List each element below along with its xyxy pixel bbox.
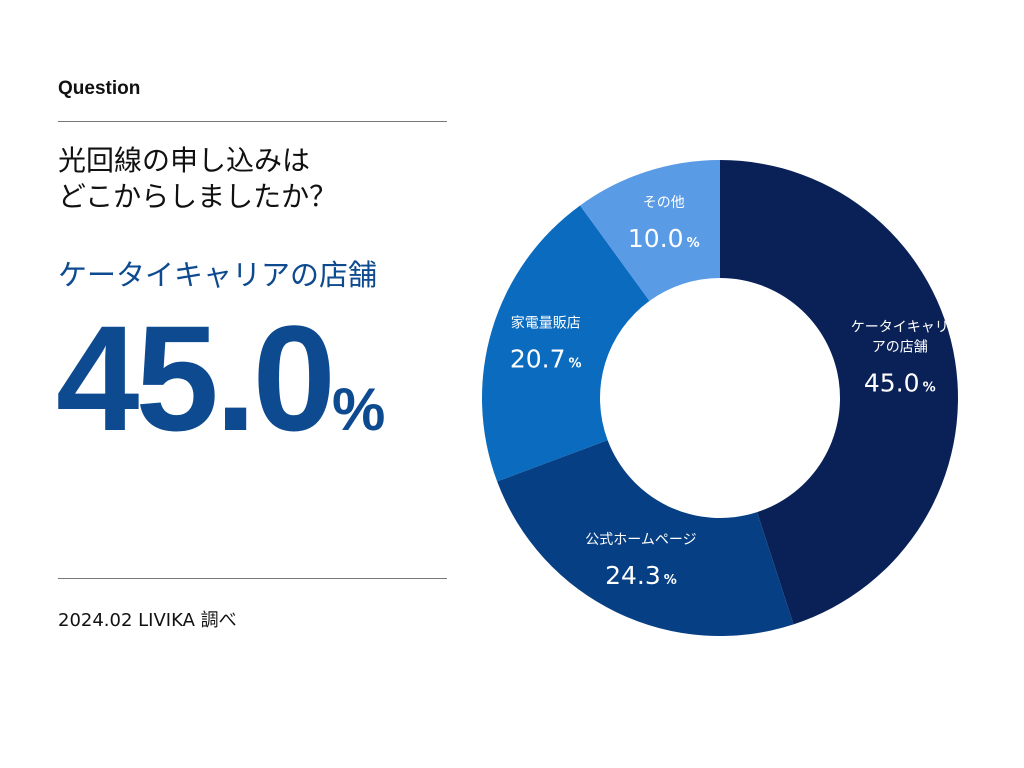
slice-category-label: 公式ホームページ xyxy=(585,532,696,548)
source-note: 2024.02 LIVIKA 調べ xyxy=(58,610,237,631)
big-value: 45.0 xyxy=(56,294,336,462)
slice-category-label: 家電量販店 xyxy=(511,315,581,332)
question-header: Question xyxy=(58,78,141,99)
slice-value-label: 24.3% xyxy=(605,561,677,590)
top-answer: ケータイキャリアの店舗 xyxy=(58,258,378,292)
slice-category-label: その他 xyxy=(643,195,685,211)
slice-value-label: 20.7% xyxy=(510,345,582,374)
donut-slice xyxy=(497,440,794,636)
donut-slice xyxy=(720,160,959,625)
question-line-2: どこからしましたか？ xyxy=(58,180,338,213)
slice-value-label: 45.0% xyxy=(864,369,936,398)
question-line-1: 光回線の申し込みは xyxy=(58,144,311,177)
top-answer-value: 45.0% xyxy=(56,292,385,465)
big-unit: % xyxy=(331,376,386,443)
donut-slice xyxy=(481,205,650,482)
slice-category-label: アの店舗 xyxy=(872,340,928,356)
slice-category-label: ケータイキャリ xyxy=(851,320,949,336)
divider-bottom xyxy=(58,578,447,579)
question-text: 光回線の申し込みは どこからしましたか？ xyxy=(58,143,337,215)
divider-top xyxy=(58,121,447,122)
donut-slice xyxy=(580,160,720,301)
